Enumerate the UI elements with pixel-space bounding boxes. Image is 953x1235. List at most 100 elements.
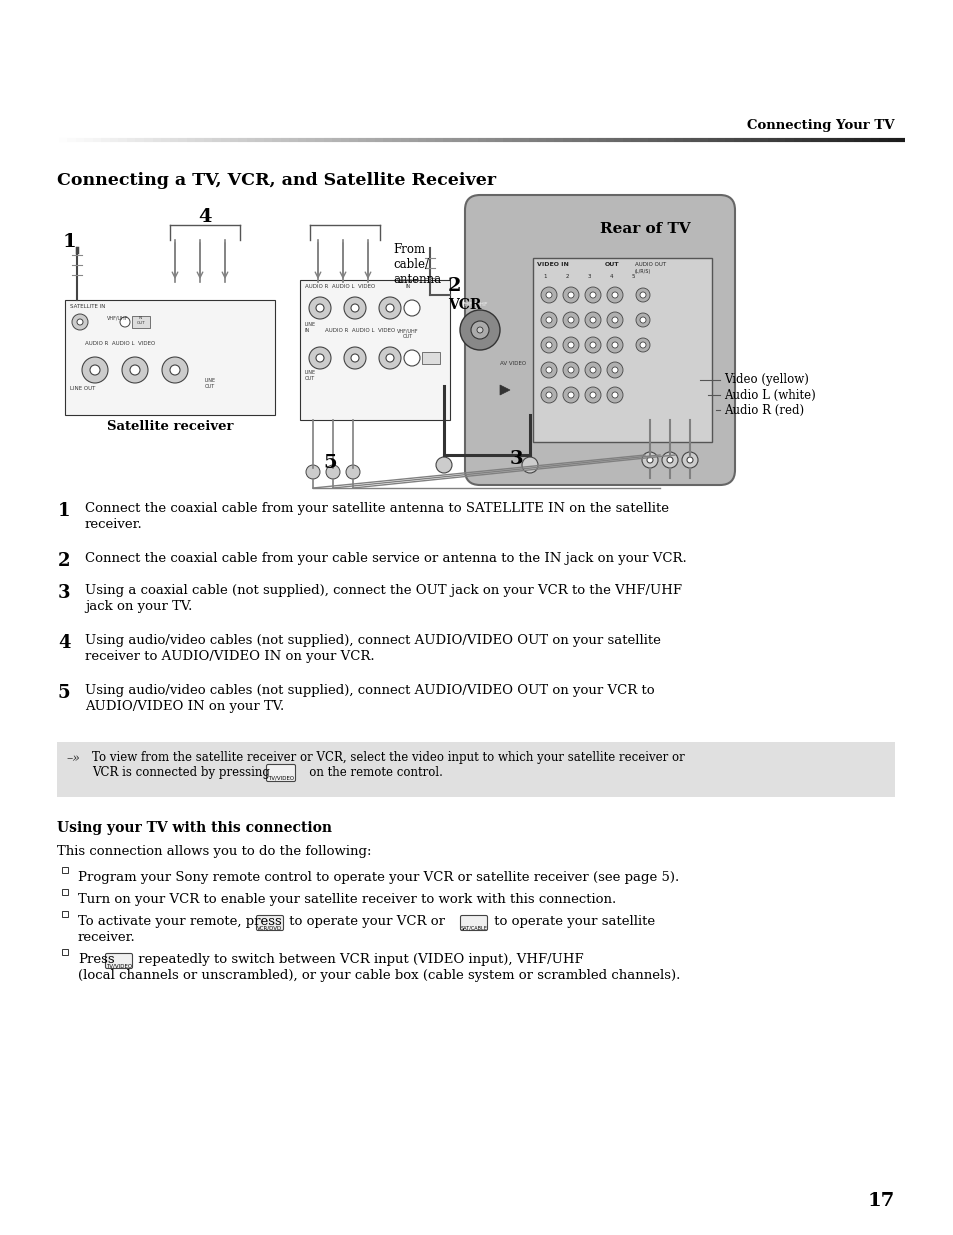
Text: VHF/UHF
IN: VHF/UHF IN [396,278,418,289]
Circle shape [567,291,574,298]
Circle shape [471,321,489,338]
Circle shape [681,452,698,468]
Circle shape [686,457,692,463]
Circle shape [540,387,557,403]
Circle shape [386,354,394,362]
FancyBboxPatch shape [106,953,132,968]
Circle shape [562,312,578,329]
Circle shape [436,457,452,473]
Text: repeatedly to switch between VCR input (VIDEO input), VHF/UHF: repeatedly to switch between VCR input (… [133,953,583,966]
Circle shape [612,367,618,373]
Text: From
cable/
antenna: From cable/ antenna [393,243,440,287]
FancyBboxPatch shape [132,316,150,329]
Circle shape [344,296,366,319]
Circle shape [309,347,331,369]
Text: Satellite receiver: Satellite receiver [107,420,233,433]
FancyBboxPatch shape [299,280,450,420]
Circle shape [77,319,83,325]
Circle shape [346,466,359,479]
Text: 5: 5 [58,684,71,701]
Text: Using audio/video cables (not supplied), connect AUDIO/VIDEO OUT on your VCR to: Using audio/video cables (not supplied),… [85,684,654,697]
Text: LINE
IN: LINE IN [305,322,315,333]
FancyBboxPatch shape [266,764,295,782]
Circle shape [661,452,678,468]
Text: AUDIO R  AUDIO L  VIDEO: AUDIO R AUDIO L VIDEO [85,341,155,346]
Text: Using a coaxial cable (not supplied), connect the OUT jack on your VCR to the VH: Using a coaxial cable (not supplied), co… [85,584,681,597]
Text: TV/VIDEO: TV/VIDEO [106,963,132,968]
Text: 3: 3 [587,274,590,279]
FancyBboxPatch shape [65,300,274,415]
Circle shape [545,317,552,324]
Text: OUT: OUT [604,262,618,267]
Text: VCR/DVD: VCR/DVD [257,925,282,930]
Circle shape [589,291,596,298]
Text: 2: 2 [565,274,568,279]
Text: (L/R/S): (L/R/S) [635,269,651,274]
Circle shape [606,287,622,303]
Text: VHF/UHF
OUT: VHF/UHF OUT [396,329,418,338]
Circle shape [378,296,400,319]
Text: 3: 3 [58,584,71,601]
Circle shape [403,350,419,366]
Circle shape [521,457,537,473]
Text: Video (yellow): Video (yellow) [723,373,808,387]
Text: AUDIO/VIDEO IN on your TV.: AUDIO/VIDEO IN on your TV. [85,700,284,713]
Text: Press: Press [78,953,114,966]
Circle shape [589,391,596,398]
FancyBboxPatch shape [460,915,487,930]
Circle shape [120,317,130,327]
Circle shape [82,357,108,383]
Text: To activate your remote, press: To activate your remote, press [78,915,281,927]
Circle shape [170,366,180,375]
Circle shape [545,391,552,398]
Text: VCR is connected by pressing: VCR is connected by pressing [91,766,270,779]
Text: 4: 4 [58,634,71,652]
Text: 5: 5 [323,454,336,472]
Circle shape [162,357,188,383]
Circle shape [641,452,658,468]
Text: 2: 2 [448,277,461,295]
Circle shape [540,362,557,378]
Text: 4: 4 [609,274,612,279]
Text: 4: 4 [198,207,212,226]
Text: receiver.: receiver. [78,931,135,944]
Text: to operate your satellite: to operate your satellite [490,915,655,927]
Circle shape [545,291,552,298]
Circle shape [584,337,600,353]
Text: IN
OUT: IN OUT [136,316,145,325]
Circle shape [606,387,622,403]
Text: VHF/UHF: VHF/UHF [460,301,488,306]
Text: 5: 5 [631,274,634,279]
Text: Audio R (red): Audio R (red) [723,404,803,416]
Text: SATELLITE IN: SATELLITE IN [70,304,105,309]
Text: 1: 1 [58,501,71,520]
Circle shape [344,347,366,369]
Circle shape [606,337,622,353]
Circle shape [545,367,552,373]
Text: (local channels or unscrambled), or your cable box (cable system or scrambled ch: (local channels or unscrambled), or your… [78,969,679,982]
Circle shape [639,342,645,348]
Text: AV VIDEO: AV VIDEO [499,361,525,366]
Circle shape [540,312,557,329]
Circle shape [71,314,88,330]
Circle shape [612,342,618,348]
Circle shape [326,466,339,479]
Text: jack on your TV.: jack on your TV. [85,600,193,613]
Circle shape [636,288,649,303]
Circle shape [540,337,557,353]
Text: 1: 1 [542,274,546,279]
Text: Connect the coaxial cable from your cable service or antenna to the IN jack on y: Connect the coaxial cable from your cabl… [85,552,686,564]
FancyBboxPatch shape [62,889,68,895]
Circle shape [606,362,622,378]
Circle shape [567,391,574,398]
Circle shape [639,317,645,324]
Circle shape [562,337,578,353]
Circle shape [90,366,100,375]
Text: LINE
OUT: LINE OUT [204,378,215,389]
Circle shape [540,287,557,303]
Circle shape [545,342,552,348]
Circle shape [636,338,649,352]
Circle shape [315,304,324,312]
Text: LINE
OUT: LINE OUT [305,370,315,382]
Text: LINE OUT: LINE OUT [70,387,95,391]
